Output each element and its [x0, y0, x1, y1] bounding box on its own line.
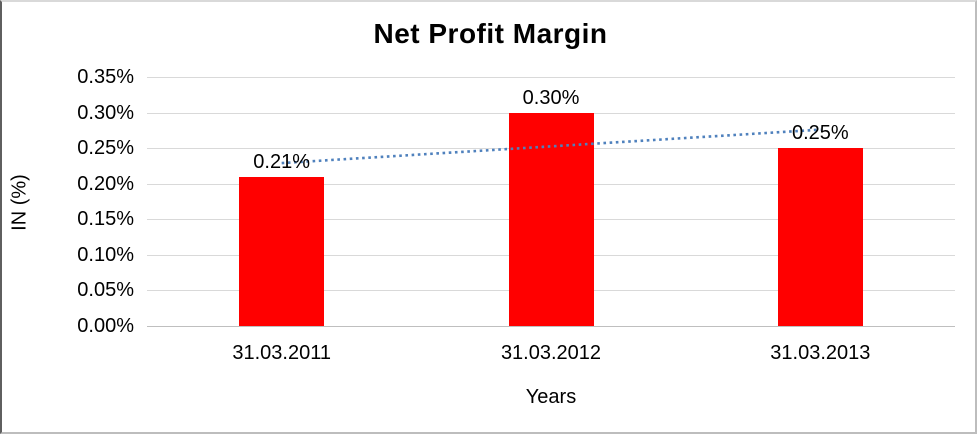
bar-value-label: 0.21% — [253, 150, 311, 173]
x-axis-title: Years — [525, 386, 577, 408]
y-tick-label: 0.30% — [77, 101, 134, 124]
bar-value-label: 0.25% — [791, 122, 849, 145]
y-tick-label: 0.10% — [77, 243, 134, 266]
plot-area — [147, 77, 955, 327]
gridline — [147, 77, 955, 78]
chart-title: Net Profit Margin — [373, 18, 608, 49]
y-tick-label: 0.25% — [77, 137, 134, 160]
y-tick-label: 0.35% — [77, 66, 134, 88]
y-tick-label: 0.15% — [77, 208, 134, 231]
y-tick-label: 0.00% — [77, 315, 134, 337]
y-tick-label: 0.20% — [77, 172, 134, 195]
x-category-label: 31.03.2011 — [232, 342, 331, 364]
bar-31.03.2013 — [777, 148, 863, 326]
bar-31.03.2011 — [239, 176, 325, 326]
gridline — [147, 326, 955, 327]
bar-31.03.2012 — [508, 112, 594, 326]
x-category-label: 31.03.2013 — [770, 342, 871, 364]
y-tick-label: 0.05% — [77, 279, 134, 302]
x-category-label: 31.03.2012 — [500, 342, 602, 364]
bar-value-label: 0.30% — [522, 86, 580, 109]
